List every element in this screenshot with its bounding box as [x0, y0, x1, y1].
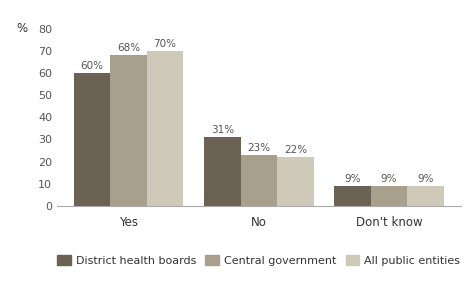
Text: 9%: 9% [381, 174, 398, 184]
Bar [334, 186, 371, 206]
Text: 9%: 9% [344, 174, 361, 184]
Text: 70%: 70% [153, 39, 177, 49]
Text: %: % [17, 21, 28, 35]
Bar [408, 186, 444, 206]
Bar [371, 186, 408, 206]
Text: 22%: 22% [284, 145, 307, 155]
Bar [74, 73, 110, 206]
Bar [241, 155, 277, 206]
Text: 60%: 60% [81, 61, 104, 71]
Bar [147, 51, 183, 206]
Bar [204, 137, 241, 206]
Text: 31%: 31% [211, 125, 234, 135]
Bar [277, 157, 314, 206]
Text: 23%: 23% [247, 143, 270, 153]
Text: 9%: 9% [418, 174, 434, 184]
Legend: District health boards, Central government, All public entities: District health boards, Central governme… [53, 251, 465, 270]
Text: 68%: 68% [117, 43, 140, 53]
Bar [110, 55, 147, 206]
